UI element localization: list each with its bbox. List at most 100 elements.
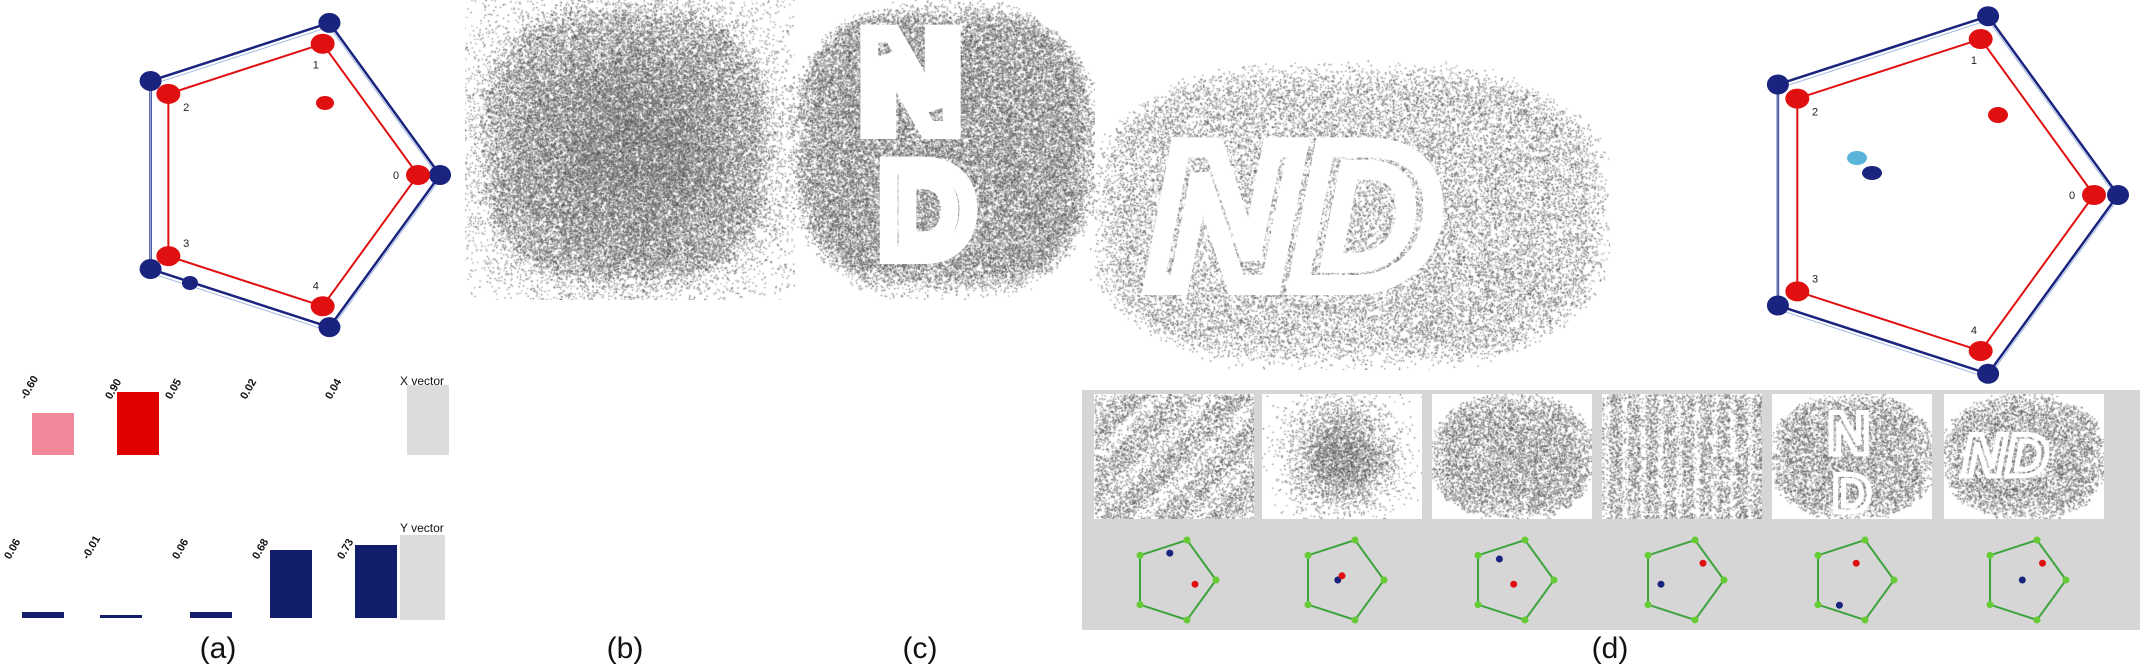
inner-pentagon xyxy=(167,42,420,308)
y-vector-bar-2 xyxy=(190,612,232,618)
panel-d-radviz: 0 1 2 3 4 xyxy=(1766,6,2129,384)
y-vector-bar-0 xyxy=(22,612,64,618)
mini-anchor-2 xyxy=(1814,551,1822,559)
mini-pentagon xyxy=(1817,538,1896,622)
anchor-outer-2 xyxy=(139,70,162,91)
panel-b-scatter-bottom xyxy=(480,0,770,290)
mini-point-0 xyxy=(1166,549,1174,557)
thumbnail-scatter-6 xyxy=(1944,394,2104,519)
thumbnail-scatter-4 xyxy=(1602,394,1762,519)
thumbnail-1 xyxy=(1094,394,1254,519)
data-point-0 xyxy=(316,96,334,110)
mini-anchor-3 xyxy=(1644,601,1652,609)
y-vector-swatch xyxy=(400,535,445,620)
anchor-label-1: 1 xyxy=(1971,55,1977,67)
anchor-inner-4 xyxy=(1968,340,1993,361)
mini-anchor-4 xyxy=(1183,616,1191,624)
thumbnail-2 xyxy=(1262,394,1422,519)
letter-b-bottom-d: D xyxy=(580,477,674,620)
mini-pentagon xyxy=(1307,538,1386,622)
anchor-label-0: 0 xyxy=(2069,190,2075,202)
caption-a: (a) xyxy=(199,632,237,665)
mini-anchor-3 xyxy=(1986,601,1994,609)
thumbnail-scatter-5 xyxy=(1772,394,1932,519)
anchor-inner-2 xyxy=(1785,88,1810,109)
thumbnail-radviz-5 xyxy=(1814,536,1898,624)
mini-point-1 xyxy=(1338,572,1346,580)
mini-pentagon xyxy=(1139,538,1218,622)
mini-anchor-3 xyxy=(1304,601,1312,609)
mini-point-1 xyxy=(1495,555,1503,563)
thumbnail-letter-n: N xyxy=(1827,400,1870,467)
y-vector-bar-3 xyxy=(270,550,312,618)
letter-b-bottom-n: N xyxy=(565,338,666,495)
y-vector-label: Y vector xyxy=(400,521,444,535)
thumbnail-3 xyxy=(1432,394,1592,519)
mini-anchor-1 xyxy=(2033,536,2041,544)
panel-bc-letter-overlay: N D N D N D xyxy=(556,0,983,620)
anchor-label-4: 4 xyxy=(1971,325,1977,337)
anchor-inner-1 xyxy=(310,33,335,54)
mini-pentagon xyxy=(1989,538,2068,622)
mini-point-1 xyxy=(2018,576,2026,584)
mini-anchor-2 xyxy=(1474,551,1482,559)
mini-anchor-0 xyxy=(2062,576,2070,584)
mini-anchor-3 xyxy=(1474,601,1482,609)
panel-d-thumbnail-strip: N D ND xyxy=(1082,390,2140,630)
letter-c-top-d: D xyxy=(880,137,974,283)
thumbnail-6: ND xyxy=(1944,394,2104,519)
y-vector-value-1: -0.01 xyxy=(80,534,103,562)
panel-d-letter-overlay: ND xyxy=(1140,95,1449,338)
anchor-inner-0 xyxy=(406,165,430,185)
thumbnail-4 xyxy=(1602,394,1762,519)
anchor-outer-2 xyxy=(1766,74,1789,95)
thumbnail-radviz-4 xyxy=(1644,536,1728,624)
mini-anchor-3 xyxy=(1814,601,1822,609)
mini-anchor-2 xyxy=(1986,551,1994,559)
anchor-label-2: 2 xyxy=(183,102,189,114)
anchor-outer-4 xyxy=(1977,363,2000,384)
anchor-label-4: 4 xyxy=(313,280,319,292)
anchor-outer-3 xyxy=(1766,295,1789,316)
anchor-inner-4 xyxy=(310,296,335,317)
outer-pentagon-shadow xyxy=(150,26,441,332)
thumbnail-letters-6: ND xyxy=(1960,420,2052,492)
data-point-0 xyxy=(1988,107,2008,123)
mini-anchor-2 xyxy=(1644,551,1652,559)
y-vector-value-4: 0.73 xyxy=(335,537,356,562)
x-vector-value-4: 0.04 xyxy=(323,376,345,401)
thumbnail-scatter-3 xyxy=(1432,394,1592,519)
y-vector-bar-4 xyxy=(355,545,397,618)
data-point-1 xyxy=(1847,151,1867,165)
panel-a-x-vector: -0.60 0.90 0.05 0.02 0.04 X vector xyxy=(18,374,449,455)
anchor-outer-3 xyxy=(139,259,162,280)
thumbnail-scatter-1 xyxy=(1094,394,1254,519)
caption-b: (b) xyxy=(606,632,644,665)
caption-c: (c) xyxy=(902,632,938,665)
letter-c-bottom-n: N xyxy=(860,343,961,500)
anchor-inner-3 xyxy=(1785,281,1810,302)
mini-point-0 xyxy=(2038,559,2046,567)
panel-d-scatter-large xyxy=(1090,60,1610,370)
inner-pentagon xyxy=(1796,37,2096,353)
mini-anchor-3 xyxy=(1136,601,1144,609)
letter-d-big-nd: ND xyxy=(1150,105,1439,328)
panel-c-scatter-bottom xyxy=(795,0,1095,290)
thumbnail-scatter-2 xyxy=(1262,394,1422,519)
mini-point-0 xyxy=(1699,559,1707,567)
y-vector-value-2: 0.06 xyxy=(170,537,191,562)
anchor-outer-0 xyxy=(2107,185,2129,205)
x-vector-value-0: -0.60 xyxy=(18,374,41,402)
x-vector-label: X vector xyxy=(400,374,444,388)
anchor-inner-0 xyxy=(2082,185,2106,205)
mini-point-1 xyxy=(1835,601,1843,609)
anchor-outer-4 xyxy=(318,317,341,338)
anchor-label-3: 3 xyxy=(1812,273,1818,285)
mini-anchor-4 xyxy=(1861,616,1869,624)
mini-anchor-1 xyxy=(1691,536,1699,544)
panel-a-radviz: 0 1 2 3 4 xyxy=(139,12,451,338)
mini-anchor-0 xyxy=(1890,576,1898,584)
thumbnail-radviz-3 xyxy=(1474,536,1558,624)
